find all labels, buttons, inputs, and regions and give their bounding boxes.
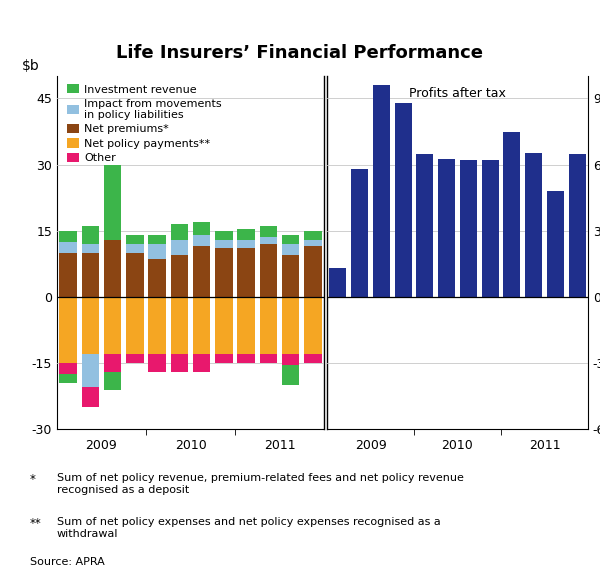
Bar — [59, 374, 77, 383]
Bar — [525, 152, 542, 297]
Bar — [126, 253, 143, 297]
Text: Life Insurers’ Financial Performance: Life Insurers’ Financial Performance — [116, 44, 484, 62]
Bar — [148, 354, 166, 372]
Bar — [193, 246, 211, 297]
Bar — [282, 255, 299, 297]
Bar — [395, 103, 412, 297]
Bar — [260, 226, 277, 238]
Bar — [170, 297, 188, 354]
Bar — [104, 372, 121, 389]
Bar — [82, 387, 99, 407]
Bar — [503, 132, 520, 297]
Bar — [59, 363, 77, 374]
Bar — [126, 297, 143, 354]
Bar — [126, 354, 143, 363]
Bar — [148, 259, 166, 297]
Bar — [304, 231, 322, 240]
Text: Sum of net policy revenue, premium-related fees and net policy revenue
recognise: Sum of net policy revenue, premium-relat… — [57, 473, 464, 495]
Bar — [59, 253, 77, 297]
Bar — [547, 191, 564, 297]
Bar — [215, 297, 233, 354]
Bar — [569, 153, 586, 297]
Bar — [126, 244, 143, 253]
Bar — [438, 159, 455, 297]
Bar — [193, 235, 211, 246]
Bar — [329, 268, 346, 297]
Bar — [238, 354, 255, 363]
Bar — [460, 161, 477, 297]
Bar — [260, 354, 277, 363]
Bar — [193, 222, 211, 235]
Text: Sum of net policy expenses and net policy expenses recognised as a
withdrawal: Sum of net policy expenses and net polic… — [57, 517, 441, 539]
Bar — [215, 354, 233, 363]
Bar — [238, 240, 255, 248]
Bar — [215, 248, 233, 297]
Bar — [82, 253, 99, 297]
Bar — [304, 240, 322, 246]
Bar — [193, 354, 211, 372]
Text: *: * — [30, 473, 36, 486]
Bar — [170, 224, 188, 240]
Bar — [282, 354, 299, 365]
Legend: Investment revenue, Impact from movements
in policy liabilities, Net premiums*, : Investment revenue, Impact from movement… — [65, 82, 224, 165]
Bar — [260, 244, 277, 297]
Bar — [82, 226, 99, 244]
Bar — [215, 231, 233, 240]
Bar — [351, 169, 368, 297]
Bar — [170, 354, 188, 372]
Bar — [238, 229, 255, 240]
Text: Profits after tax: Profits after tax — [409, 87, 506, 100]
Bar — [304, 297, 322, 354]
Bar — [260, 297, 277, 354]
Bar — [238, 248, 255, 297]
Bar — [373, 85, 390, 297]
Bar — [104, 297, 121, 354]
Bar — [282, 365, 299, 385]
Bar — [282, 244, 299, 255]
Bar — [104, 165, 121, 240]
Bar — [104, 240, 121, 297]
Bar — [482, 161, 499, 297]
Text: $b: $b — [22, 59, 40, 73]
Bar — [59, 242, 77, 253]
Bar — [304, 246, 322, 297]
Bar — [215, 240, 233, 248]
Text: **: ** — [30, 517, 42, 530]
Bar — [59, 231, 77, 242]
Bar — [193, 297, 211, 354]
Bar — [416, 153, 433, 297]
Text: Source: APRA: Source: APRA — [30, 557, 105, 567]
Bar — [82, 244, 99, 253]
Bar — [282, 235, 299, 244]
Bar — [282, 297, 299, 354]
Bar — [304, 354, 322, 363]
Bar — [126, 235, 143, 244]
Bar — [59, 297, 77, 363]
Bar — [148, 297, 166, 354]
Bar — [104, 354, 121, 372]
Bar — [82, 354, 99, 387]
Bar — [170, 255, 188, 297]
Bar — [82, 297, 99, 354]
Bar — [148, 235, 166, 244]
Bar — [238, 297, 255, 354]
Bar — [170, 240, 188, 255]
Bar — [148, 244, 166, 259]
Bar — [260, 238, 277, 244]
